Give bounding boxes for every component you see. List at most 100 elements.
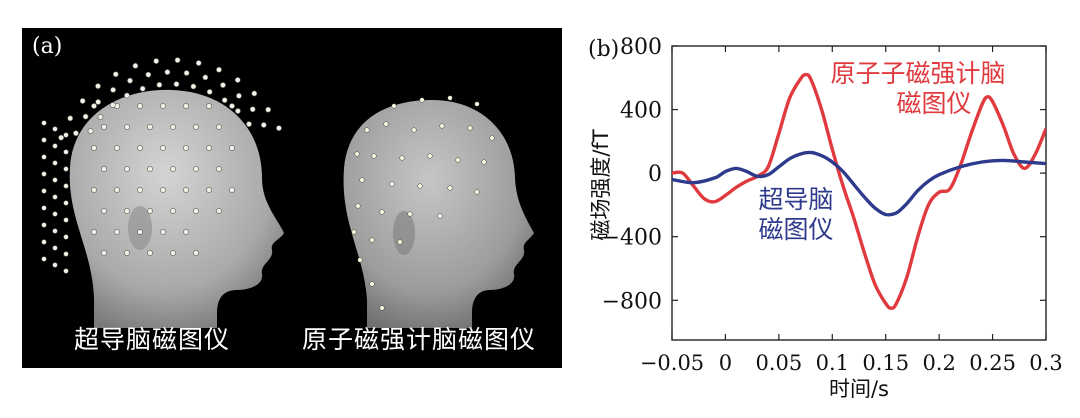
sensor-dot [41,188,47,194]
sensor-dot [109,102,116,108]
sensor-dot [206,88,213,95]
sensor-dot [63,200,69,206]
sensor-dot [95,99,102,105]
sensor-dot [164,69,171,76]
sensor-dot [114,187,120,193]
sensor-dot [206,103,212,109]
sensor-dot [246,121,252,127]
sensor-dot [193,208,199,214]
sensor-dot [156,81,163,88]
sensor-dot [236,92,242,99]
y-axis-label: 磁场强度/fT [589,129,613,240]
sensor-dot [41,205,47,211]
sensor-dot [41,222,47,228]
sensor-dot [97,114,104,120]
sensor-dot [364,127,370,133]
sensor-dot [235,108,241,114]
x-tick-label: 0.15 [862,351,909,375]
meg-signal-chart: (b) −800 −400 0 400 800 −0.05 0 0.05 0.1 0.15 0.2 0.… [588,35,1063,400]
sensor-dot [63,132,69,138]
sensor-dot [153,58,160,64]
sensor-dot [391,103,397,109]
sensor-dot [127,77,133,84]
panel-a-image: (a) 超导脑磁图仪 原子磁强计脑磁图仪 [22,28,562,368]
sensor-dot [351,229,357,235]
x-tick-label: 0.3 [1029,351,1062,375]
sensor-dot [220,82,226,88]
sensor-dot [249,106,256,113]
sensor-dot [389,181,395,187]
y-tick-label: 800 [620,35,662,60]
sensor-dot [359,177,365,183]
y-tick-label: 0 [648,162,662,187]
sensor-dot [160,103,166,109]
sensor-dot [79,98,86,104]
sensor-dot [229,187,235,193]
sensor-dot [170,250,176,256]
sensor-dot [52,143,58,149]
sensor-dot [132,62,139,69]
sensor-dot [52,245,58,251]
sensor-dot [265,106,272,113]
sensor-dot [91,229,97,235]
sensor-dot [160,187,166,193]
x-tick-label: 0 [719,351,732,375]
sensor-dot [202,74,209,81]
sensor-dot [63,149,69,155]
y-tick-label: −400 [602,226,662,251]
sensor-dot [183,229,189,235]
sensor-dot [114,145,120,151]
sensor-dot [147,208,153,214]
sensor-dot [354,151,360,157]
sensor-dot [417,183,423,189]
sensor-dot [114,229,120,235]
sensor-dot [379,305,385,311]
sensor-dot [419,97,425,103]
x-tick-label: 0.1 [816,351,849,375]
sensor-dot [58,134,65,141]
sensor-dot [411,127,417,133]
sensor-dot [160,145,166,151]
sensor-dot [137,145,143,151]
x-tick-label: 0.2 [922,351,955,375]
sensor-dot [52,126,58,132]
sensor-dot [229,103,235,109]
sensor-dot [439,123,445,129]
sensor-dot [41,154,47,160]
plot-frame [671,45,1047,341]
sensor-dot [170,124,176,130]
sensor-dot [63,234,69,240]
sensor-dot [63,251,69,257]
sensor-dot [216,166,222,172]
sensor-dot [427,153,433,159]
sensor-dot [173,81,180,88]
sensor-dot [41,137,47,143]
sensor-dot [147,250,153,256]
sensor-dot [195,60,202,66]
sensor-dot [124,92,130,99]
y-tick-label: 400 [620,99,662,124]
sensor-dot [91,103,97,109]
sensor-dot [52,194,58,200]
sensor-dot [371,153,377,159]
sensor-dot [437,213,443,219]
sensor-dot [87,128,94,134]
sensor-dot [101,124,107,130]
sensor-dot [397,239,403,245]
opm-sensor-array [351,95,495,311]
caption-opm-meg: 原子磁强计脑磁图仪 [302,325,537,354]
sensor-dot [221,97,228,104]
x-tick-label: 0.25 [969,351,1016,375]
sensor-dot [183,103,189,109]
sensor-dot [147,166,153,172]
sensor-dot [260,122,267,128]
sensor-dot [41,171,47,177]
sensor-dot [357,257,363,263]
sensor-dot [369,281,375,287]
sensor-dot [101,250,107,256]
x-axis-label: 时间/s [829,377,889,400]
sensor-dot [489,135,495,141]
sensor-dot [229,145,235,151]
sensor-dot [251,90,258,97]
sensor-dot [137,229,143,235]
